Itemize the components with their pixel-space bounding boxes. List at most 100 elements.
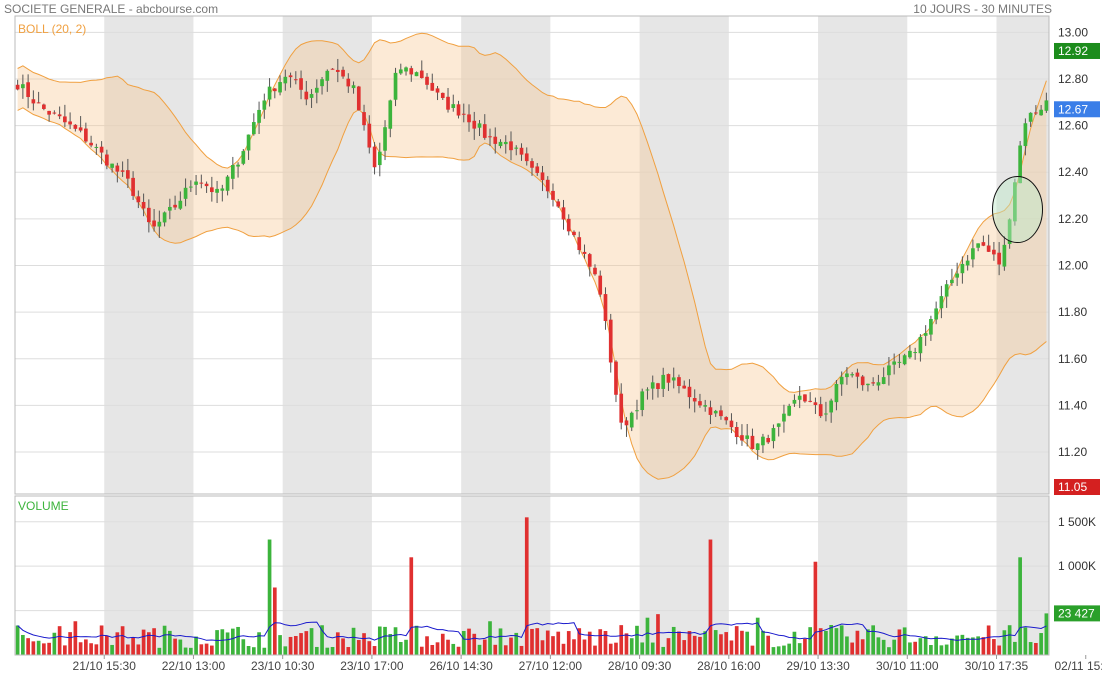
volume-bar xyxy=(761,630,765,655)
candle-body xyxy=(1034,112,1038,114)
volume-bar xyxy=(682,640,687,655)
volume-bar xyxy=(419,646,424,655)
candle-body xyxy=(850,374,855,376)
candle-body xyxy=(293,79,298,81)
candle-body xyxy=(755,443,760,451)
candle-body xyxy=(530,161,534,168)
candle-body xyxy=(1018,145,1022,184)
volume-bar xyxy=(372,646,377,655)
candle-body xyxy=(1044,100,1049,111)
volume-bar xyxy=(671,626,676,655)
volume-moving-average xyxy=(17,621,1047,642)
volume-bar xyxy=(236,626,240,655)
bollinger-label: BOLL (20, 2) xyxy=(18,22,86,36)
candle-body xyxy=(15,84,20,90)
volume-bar xyxy=(719,634,723,655)
volume-bar xyxy=(78,642,83,655)
highlight-circle xyxy=(992,176,1044,244)
volume-bar xyxy=(430,644,435,655)
candle-body xyxy=(99,146,104,153)
candle-body xyxy=(881,377,886,384)
volume-bar xyxy=(687,631,692,655)
volume-bar xyxy=(21,634,25,655)
candle-body xyxy=(31,99,36,104)
candle-body xyxy=(514,147,519,149)
volume-bar xyxy=(729,640,734,655)
volume-bar xyxy=(881,639,886,655)
volume-bar xyxy=(110,644,114,655)
candle-body xyxy=(986,245,991,252)
volume-bar xyxy=(309,628,314,655)
candle-body xyxy=(776,423,781,427)
candle-body xyxy=(897,361,902,363)
candle-body xyxy=(304,91,309,100)
candle-body xyxy=(703,405,708,407)
session-shade xyxy=(104,16,194,494)
candle-body xyxy=(288,75,293,78)
volume-bar xyxy=(120,626,125,655)
candle-body xyxy=(740,435,744,441)
candle-body xyxy=(729,420,734,428)
candle-body xyxy=(1007,219,1012,244)
volume-bar xyxy=(892,639,896,655)
candle-body xyxy=(404,67,408,72)
volume-bar xyxy=(918,638,923,655)
volume-bar xyxy=(204,643,209,655)
volume-bar xyxy=(976,636,980,655)
volume-bar xyxy=(63,645,67,655)
candle-body xyxy=(367,123,372,148)
candle-body xyxy=(635,410,639,412)
volume-bar xyxy=(577,628,582,655)
volume-bar xyxy=(619,625,624,655)
volume-bar xyxy=(482,639,487,655)
volume-bar xyxy=(782,645,786,655)
candle-body xyxy=(220,188,225,191)
volume-bar xyxy=(94,644,99,655)
bollinger-upper-line xyxy=(17,32,1047,393)
volume-bar xyxy=(593,645,597,655)
candle-body xyxy=(845,373,849,378)
volume-bar xyxy=(304,631,309,655)
volume-bar xyxy=(335,632,340,655)
volume-bar xyxy=(614,642,618,655)
volume-bar xyxy=(876,637,881,655)
candle-body xyxy=(792,399,797,404)
volume-bar xyxy=(955,635,959,655)
candle-body xyxy=(383,127,387,151)
volume-bar xyxy=(692,635,697,655)
candle-body xyxy=(36,102,41,104)
candle-body xyxy=(698,401,702,406)
volume-bar xyxy=(1039,633,1043,655)
candle-body xyxy=(372,146,377,168)
volume-bar xyxy=(330,646,335,655)
candle-body xyxy=(934,308,938,320)
volume-bar xyxy=(797,643,802,655)
candle-body xyxy=(535,166,540,173)
candle-body xyxy=(351,85,356,89)
last-price-label: 12.67 xyxy=(1058,102,1088,116)
volume-bar xyxy=(929,645,933,655)
volume-bar xyxy=(141,629,146,655)
candle-body xyxy=(57,114,62,117)
volume-bar xyxy=(640,642,645,655)
volume-bar xyxy=(157,647,162,655)
price-tick-label: 13.00 xyxy=(1058,25,1088,39)
candle-body xyxy=(1013,182,1017,222)
volume-bar xyxy=(199,644,204,655)
volume-bar xyxy=(346,647,351,655)
candle-body xyxy=(215,188,219,193)
volume-bar xyxy=(377,626,382,655)
candle-body xyxy=(503,141,508,145)
volume-bar xyxy=(52,632,57,655)
candle-body xyxy=(771,428,776,442)
candle-body xyxy=(818,404,823,417)
x-tick-label: 26/10 14:30 xyxy=(429,659,493,673)
volume-bar xyxy=(950,638,954,655)
candle-body xyxy=(803,394,807,402)
candle-body xyxy=(876,382,881,386)
candle-body xyxy=(115,165,120,172)
volume-bar xyxy=(645,617,650,655)
candle-body xyxy=(813,402,818,405)
volume-bar xyxy=(257,632,261,655)
